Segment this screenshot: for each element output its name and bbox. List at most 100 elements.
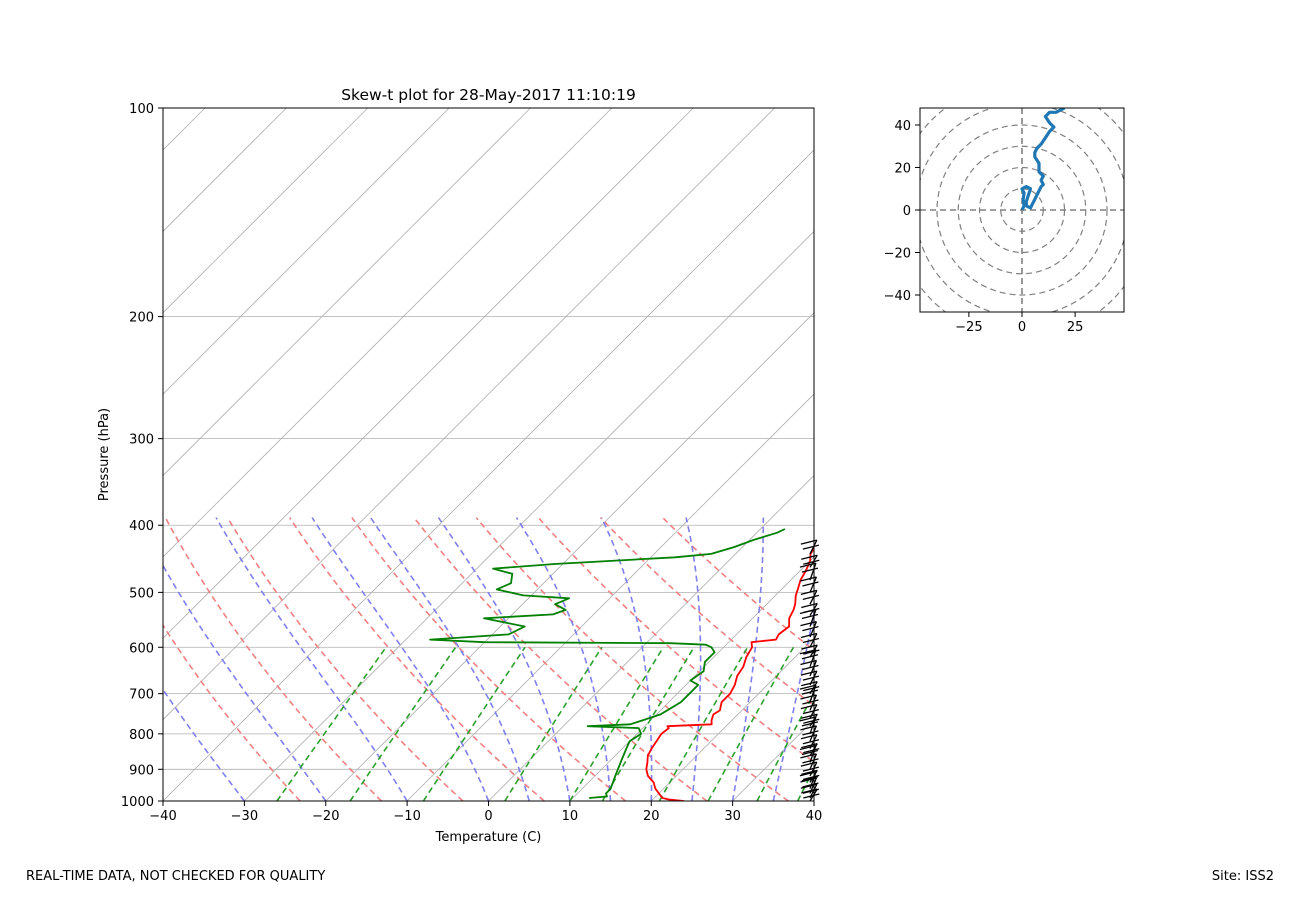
wind-barb-flag	[802, 581, 819, 587]
quality-disclaimer: REAL-TIME DATA, NOT CHECKED FOR QUALITY	[26, 869, 326, 884]
wind-barb-flag	[801, 721, 819, 727]
wind-barb-flag	[801, 554, 818, 560]
wind-barb-flag	[801, 749, 819, 756]
wind-barb-flag	[799, 716, 817, 722]
wind-barb-flag	[799, 771, 817, 777]
wind-barb-flag	[803, 649, 820, 655]
wind-barb	[809, 725, 818, 742]
wind-barb-flag	[799, 684, 817, 690]
y-tick-label: 1000	[121, 795, 154, 810]
hodograph-x-tick-label: 0	[1018, 320, 1026, 335]
x-tick-label: 20	[643, 809, 660, 824]
x-tick-label: −30	[231, 809, 258, 824]
moist-adiabat-line	[600, 517, 653, 801]
wind-barb-flag	[803, 774, 820, 781]
dry-adiabat-line	[413, 517, 708, 801]
hodograph-y-tick-label: 40	[894, 119, 911, 134]
wind-barb-flag	[802, 709, 820, 715]
y-axis-label: Pressure (hPa)	[97, 408, 112, 501]
moist-adiabat-line	[731, 517, 765, 801]
isotherm-line	[163, 108, 694, 639]
moist-adiabat-line	[437, 517, 571, 801]
wind-barb	[809, 621, 818, 638]
hodograph-plot-area	[920, 108, 1124, 312]
wind-barb-flag	[799, 562, 817, 568]
isotherm-line	[163, 108, 287, 232]
wind-barb-flag	[802, 766, 820, 772]
wind-barb	[809, 649, 817, 667]
dry-adiabat-line	[164, 517, 383, 801]
isotherm-line	[163, 108, 369, 314]
wind-barb-flag	[802, 739, 820, 745]
wind-barb-flag	[801, 602, 818, 609]
wind-barb	[809, 660, 818, 677]
wind-barb-flag	[802, 782, 819, 788]
isotherm-line	[325, 312, 814, 801]
wind-barb-flag	[801, 769, 818, 776]
x-tick-label: 10	[562, 809, 579, 824]
wind-barb-flag	[802, 625, 819, 632]
dry-adiabat-line	[163, 623, 301, 801]
hodograph-x-tick-label: −25	[955, 320, 982, 335]
dry-adiabat-line	[351, 517, 627, 801]
skewt-plot-area	[163, 108, 814, 801]
wind-barb-flag	[802, 637, 820, 644]
hodograph-y-tick-label: 0	[903, 204, 911, 219]
wind-barb-flag	[802, 664, 819, 671]
y-tick-label: 600	[129, 641, 154, 656]
wind-barb	[809, 777, 818, 794]
hodograph-ring	[936, 124, 1108, 296]
mixing-ratio-line	[569, 646, 664, 801]
wind-barb-flag	[803, 559, 820, 565]
wind-barb-flag	[801, 742, 818, 749]
isotherm-line	[406, 393, 814, 801]
wind-barb	[809, 609, 817, 627]
isotherm-line	[163, 108, 450, 395]
x-tick-label: 30	[724, 809, 741, 824]
mixing-ratio-line	[504, 646, 603, 801]
moist-adiabat-line	[163, 564, 327, 801]
wind-barb-flag	[802, 594, 820, 601]
moist-adiabat-line	[163, 688, 246, 801]
wind-barb-flag	[803, 747, 820, 754]
y-tick-label: 700	[129, 688, 154, 703]
wind-barb	[809, 562, 817, 581]
moist-adiabat-line	[515, 517, 612, 801]
y-tick-label: 800	[129, 728, 154, 743]
y-tick-label: 500	[129, 586, 154, 601]
site-label: Site: ISS2	[1211, 869, 1274, 884]
moist-adiabat-line	[685, 517, 702, 801]
dry-adiabat-line	[537, 517, 814, 763]
dry-adiabat-line	[475, 517, 789, 801]
moist-adiabat-line	[772, 608, 814, 801]
mixing-ratio-line	[658, 646, 749, 801]
mixing-ratio-line	[422, 646, 526, 801]
hodograph-x-tick-label: 25	[1067, 320, 1084, 335]
y-tick-label: 200	[129, 311, 154, 326]
dewpoint-profile-line	[429, 528, 786, 799]
mixing-ratio-line	[349, 646, 457, 801]
x-tick-label: −40	[149, 809, 176, 824]
moist-adiabat-line	[215, 517, 408, 801]
wind-barb-flag	[801, 776, 819, 782]
wind-barb-flag	[803, 718, 820, 724]
moist-adiabat-line	[311, 517, 490, 801]
x-tick-label: −20	[312, 809, 339, 824]
isotherm-line	[163, 108, 613, 558]
isotherm-line	[163, 108, 531, 477]
chart-title: Skew-t plot for 28-May-2017 11:10:19	[341, 86, 636, 104]
wind-barb-flag	[802, 675, 820, 681]
y-tick-label: 900	[129, 763, 154, 778]
mixing-ratio-line	[707, 646, 795, 801]
wind-barb	[809, 753, 818, 770]
hodograph-y-tick-label: 20	[894, 162, 911, 177]
isotherm-line	[569, 556, 814, 801]
wind-barb-flag	[803, 607, 820, 614]
wind-barb-flag	[801, 567, 819, 573]
isotherm-line	[163, 108, 775, 721]
y-tick-label: 100	[129, 102, 154, 117]
x-tick-label: 40	[806, 809, 823, 824]
isotherm-line	[813, 800, 814, 801]
isotherm-line	[163, 149, 814, 801]
